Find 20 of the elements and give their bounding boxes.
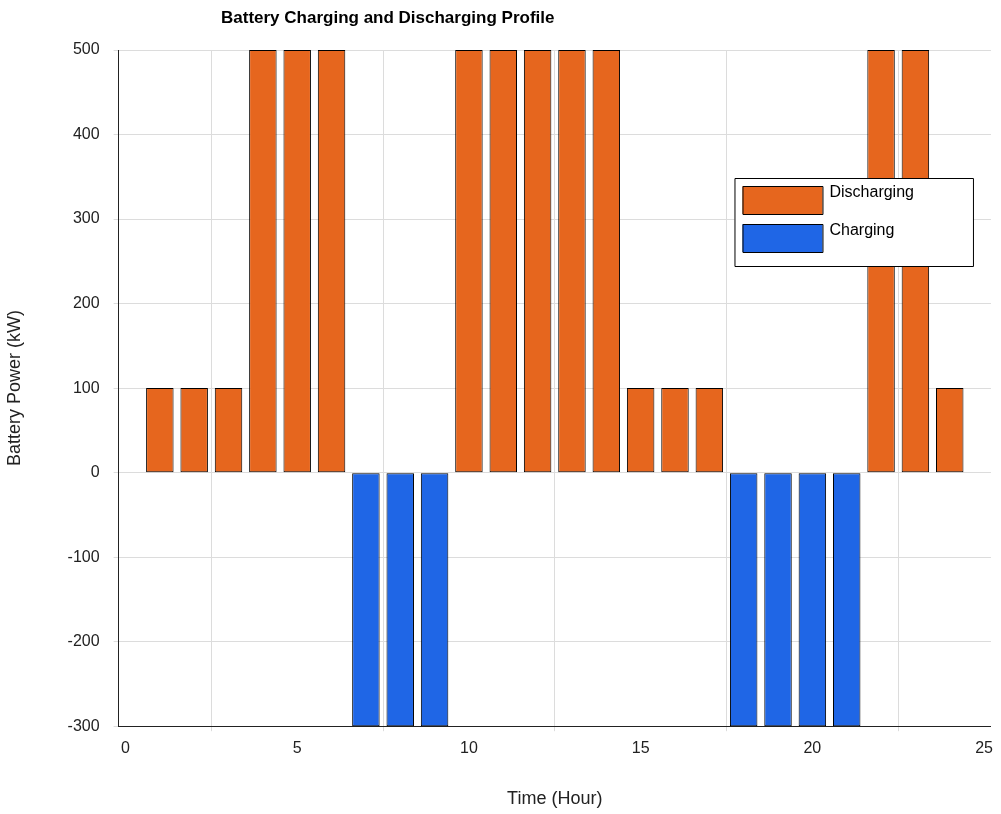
legend-label: Charging bbox=[829, 221, 895, 239]
x-tick-label: 20 bbox=[803, 739, 822, 757]
y-tick-label: 200 bbox=[72, 293, 100, 311]
y-tick-label: -300 bbox=[67, 716, 100, 734]
y-tick-label: -100 bbox=[67, 547, 100, 565]
x-tick-label: 10 bbox=[460, 739, 478, 757]
y-tick-label: 100 bbox=[72, 378, 100, 396]
x-tick-label: 5 bbox=[292, 739, 302, 757]
legend-label: Discharging bbox=[829, 183, 914, 201]
x-tick-label: 15 bbox=[631, 739, 650, 757]
y-tick-label: 400 bbox=[72, 124, 100, 142]
chart-title: Battery Charging and Discharging Profile bbox=[221, 7, 555, 27]
y-tick-label: 300 bbox=[72, 209, 100, 227]
x-tick-label: 25 bbox=[975, 739, 994, 757]
y-axis-title: Battery Power (kW) bbox=[3, 310, 24, 467]
y-tick-label: 0 bbox=[90, 463, 100, 481]
x-tick-label: 0 bbox=[121, 739, 131, 757]
y-tick-label: -200 bbox=[67, 632, 100, 650]
y-tick-label: 500 bbox=[72, 40, 100, 58]
x-axis-title: Time (Hour) bbox=[507, 788, 603, 809]
